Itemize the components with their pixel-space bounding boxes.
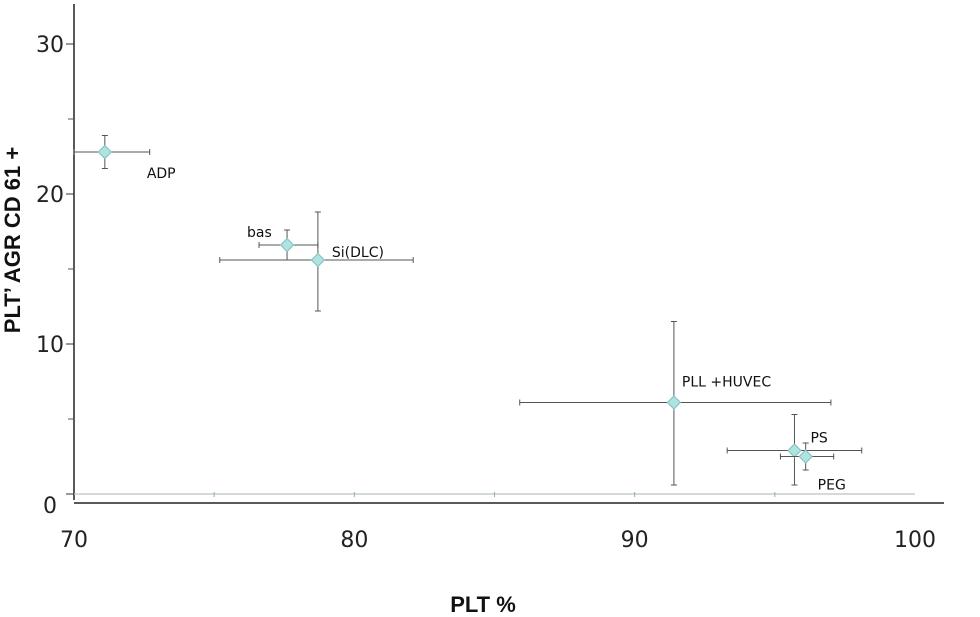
point-label: PS (810, 431, 827, 447)
diamond-marker (279, 237, 295, 253)
y-tick-label: 10 (36, 333, 64, 358)
data-point: bas (247, 225, 319, 261)
x-tick-label: 100 (894, 528, 936, 553)
point-label: bas (247, 225, 272, 241)
point-label: PEG (818, 478, 846, 494)
data-point: PS (726, 414, 863, 486)
x-tick-label: 70 (60, 528, 88, 553)
y-tick-label: 30 (36, 33, 64, 58)
data-point: PLL +HUVEC (519, 321, 832, 486)
x-axis-title: PLT % (450, 592, 516, 617)
diamond-marker (310, 252, 326, 268)
y-tick-label: 20 (36, 183, 64, 208)
point-label: Si(DLC) (332, 245, 384, 261)
diamond-marker (798, 449, 813, 464)
data-points: ADP bas Si(DLC) PLL +HUVEC PS PEG (73, 135, 863, 494)
axes (66, 4, 944, 504)
data-point: Si(DLC) (219, 211, 414, 312)
point-label: PLL +HUVEC (682, 375, 771, 391)
diamond-marker (666, 395, 682, 410)
tick-labels: 70 80 90 100 0 10 20 30 (36, 33, 936, 553)
diamond-marker (97, 144, 113, 160)
y-tick-label: 0 (43, 494, 57, 519)
x-tick-label: 90 (621, 528, 649, 553)
x-tick-label: 80 (340, 528, 368, 553)
diamond-marker (787, 443, 802, 458)
data-point: PEG (779, 442, 846, 494)
data-point: ADP (73, 135, 176, 182)
point-label: ADP (147, 166, 176, 182)
y-axis-title: PLT’ AGR CD 61 + (0, 147, 25, 333)
